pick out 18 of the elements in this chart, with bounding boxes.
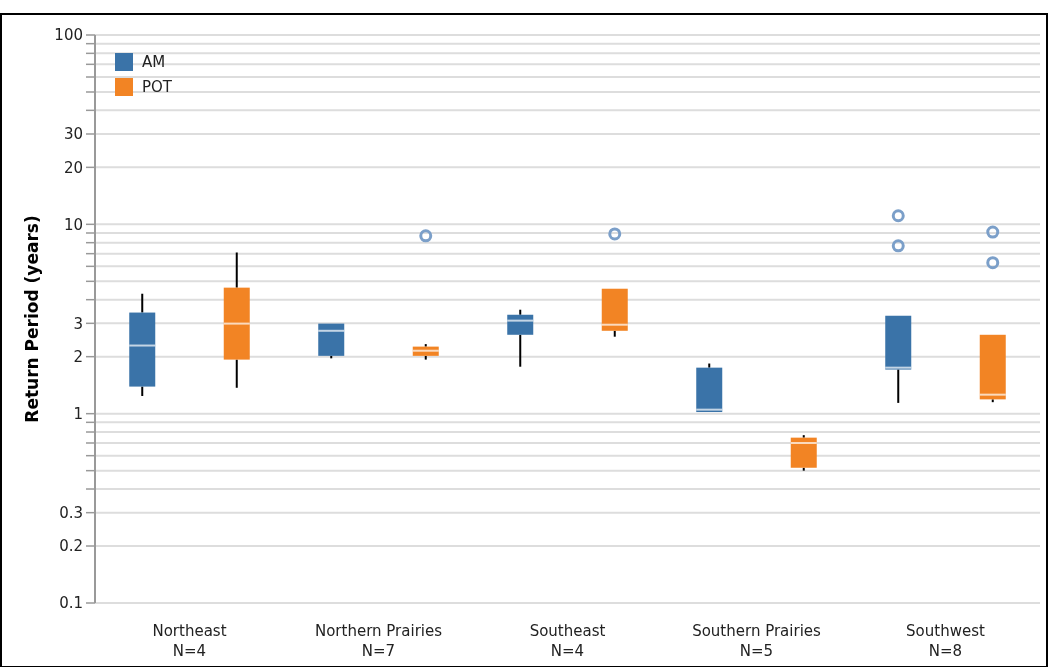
y-tick-label: 2 — [73, 347, 83, 366]
legend-label: POT — [142, 78, 173, 97]
x-tick-label: Southeast N=4 — [529, 622, 606, 660]
x-tick-label: Southern Prairies N=5 — [692, 622, 822, 660]
y-axis-title: Return Period (years) — [22, 215, 42, 423]
y-tick-label: 10 — [63, 215, 83, 234]
y-tick-label: 1 — [73, 404, 83, 423]
y-tick-label: 0.3 — [59, 503, 83, 522]
y-tick-label: 3 — [73, 314, 83, 333]
y-tick-label: 0.2 — [59, 537, 83, 556]
x-tick-label: Southwest N=8 — [906, 622, 986, 660]
y-tick-label: 20 — [63, 158, 83, 177]
x-tick-label: Northern Prairies N=7 — [314, 622, 443, 660]
x-tick-label: Northeast N=4 — [152, 622, 227, 660]
y-tick-label: 100 — [54, 26, 83, 45]
y-tick-label: 30 — [63, 125, 83, 144]
y-tick-label: 0.1 — [59, 594, 83, 613]
legend-label: AM — [142, 53, 166, 72]
